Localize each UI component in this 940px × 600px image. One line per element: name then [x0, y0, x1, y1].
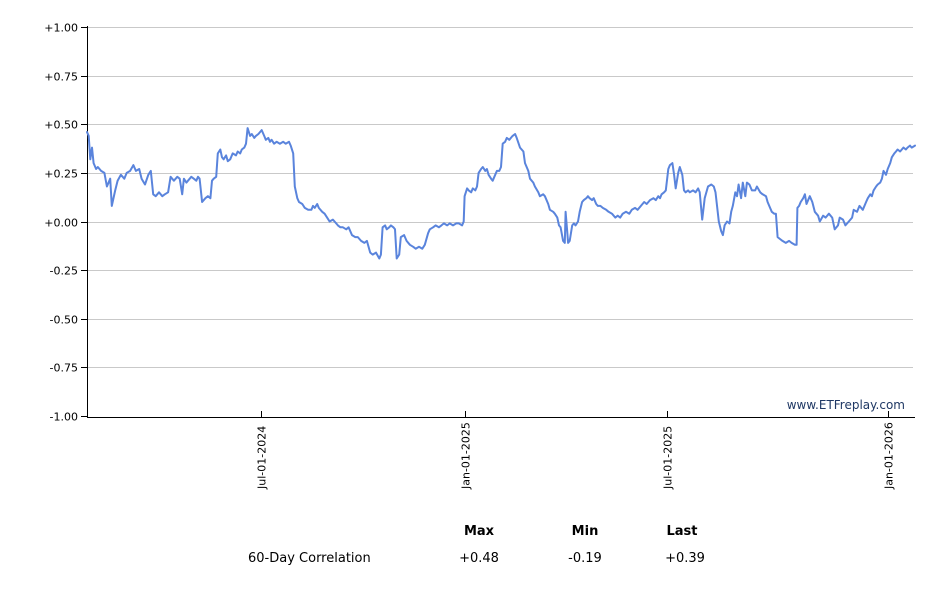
x-tick-label: Jul-01-2024 [256, 426, 269, 490]
correlation-line [86, 127, 916, 260]
x-tick-label: Jan-01-2025 [460, 422, 473, 490]
stats-value-min: -0.19 [568, 551, 602, 566]
stats-value-last: +0.39 [665, 551, 705, 566]
y-tick-label: +0.00 [44, 217, 78, 230]
watermark-text: www.ETFreplay.com [787, 398, 905, 412]
y-tick-label: -1.00 [50, 411, 78, 424]
x-tick-label: Jul-01-2025 [662, 426, 675, 490]
y-tick-label: +0.50 [44, 119, 78, 132]
correlation-chart-svg: +1.00 +0.75 +0.50 +0.25 +0.00 -0.25 -0.50 -0.75… [44, 22, 916, 490]
y-tick-label: +1.00 [44, 22, 78, 35]
correlation-chart: +1.00 +0.75 +0.50 +0.25 +0.00 -0.25 -0.50 -0.75… [44, 22, 916, 490]
stats-header-last: Last [666, 524, 698, 539]
y-tick-label: +0.25 [44, 168, 78, 181]
stats-header-max: Max [463, 524, 495, 539]
stats-value-max: +0.48 [459, 551, 499, 566]
stats-header-min: Min [571, 524, 599, 539]
y-tick-label: -0.50 [50, 314, 78, 327]
y-tick-label: -0.75 [50, 362, 78, 375]
y-tick-label: +0.75 [44, 71, 78, 84]
stats-row-label: 60-Day Correlation [248, 551, 371, 566]
x-tick-label: Jan-01-2026 [883, 422, 896, 490]
y-tick-label: -0.25 [50, 265, 78, 278]
